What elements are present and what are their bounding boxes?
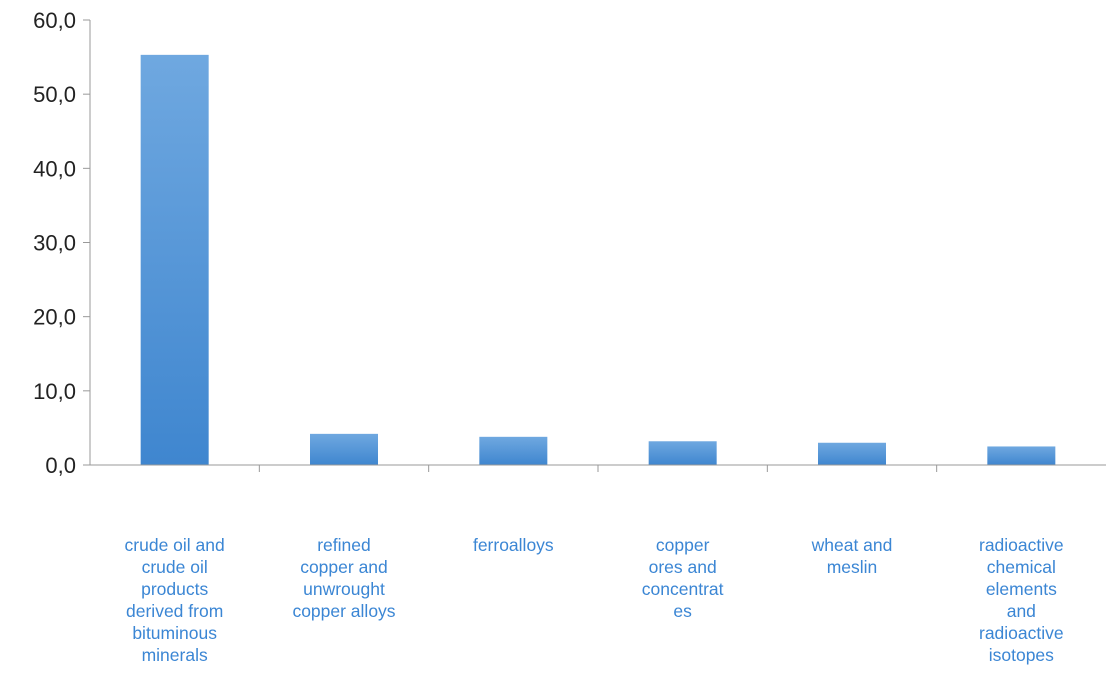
x-category-label-line: unwrought xyxy=(269,578,419,600)
y-tick-label: 10,0 xyxy=(33,379,76,404)
x-category-label-line: ferroalloys xyxy=(438,534,588,556)
x-category-label-line: crude oil xyxy=(100,556,250,578)
y-tick-label: 30,0 xyxy=(33,231,76,256)
x-category-label: crude oil and crude oil products derived fr… xyxy=(100,534,250,666)
bar xyxy=(310,434,378,465)
y-axis-ticks: 0,0 10,0 20,0 30,0 40,0 50,0 60,0 xyxy=(33,8,90,478)
y-tick-label: 60,0 xyxy=(33,8,76,33)
y-tick-label: 20,0 xyxy=(33,305,76,330)
x-category-label-line: derived from xyxy=(100,600,250,622)
bar xyxy=(141,55,209,465)
x-category-label-line: copper xyxy=(608,534,758,556)
x-category-label-line: wheat and xyxy=(777,534,927,556)
x-category-label-line: es xyxy=(608,600,758,622)
y-tick-label: 0,0 xyxy=(45,453,76,478)
x-category-label-line: and xyxy=(946,600,1096,622)
x-category-label-line: chemical xyxy=(946,556,1096,578)
x-category-label-line: radioactive xyxy=(946,534,1096,556)
x-category-label-line: meslin xyxy=(777,556,927,578)
x-category-label-line: isotopes xyxy=(946,644,1096,666)
bar xyxy=(479,437,547,465)
x-category-label-line: minerals xyxy=(100,644,250,666)
x-category-label-line: copper and xyxy=(269,556,419,578)
x-category-label-line: refined xyxy=(269,534,419,556)
x-category-label-line: crude oil and xyxy=(100,534,250,556)
x-category-label-line: radioactive xyxy=(946,622,1096,644)
x-category-label: ferroalloys xyxy=(438,534,588,556)
bar xyxy=(649,441,717,465)
x-category-label-line: ores and xyxy=(608,556,758,578)
y-tick-label: 40,0 xyxy=(33,156,76,181)
x-category-label: refined copper and unwrought copper alloys xyxy=(269,534,419,622)
x-category-label: copper ores and concentrat es xyxy=(608,534,758,622)
x-category-label-line: copper alloys xyxy=(269,600,419,622)
x-category-label-line: bituminous xyxy=(100,622,250,644)
bar xyxy=(987,446,1055,465)
x-category-label: radioactive chemical elements and radioactiv… xyxy=(946,534,1096,666)
x-category-label-line: elements xyxy=(946,578,1096,600)
bar xyxy=(818,443,886,465)
x-category-label-line: products xyxy=(100,578,250,600)
x-category-label-line: concentrat xyxy=(608,578,758,600)
bars xyxy=(141,55,1056,465)
x-category-label: wheat and meslin xyxy=(777,534,927,578)
x-axis-ticks xyxy=(259,465,936,472)
y-tick-label: 50,0 xyxy=(33,82,76,107)
